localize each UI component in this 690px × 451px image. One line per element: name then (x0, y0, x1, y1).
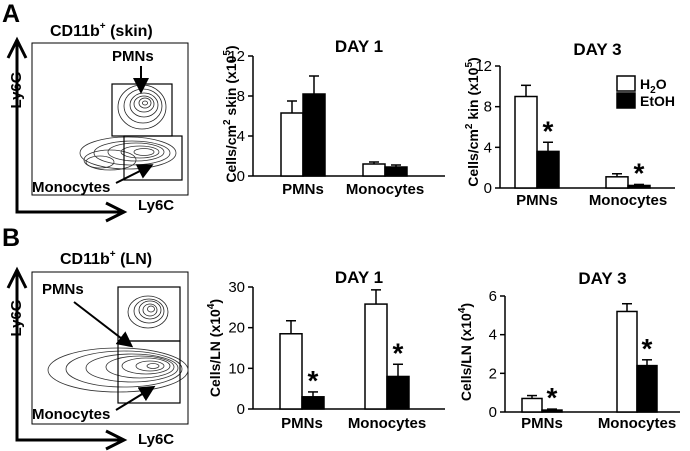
gate-monocytes-a (123, 135, 183, 181)
y-tick-label: 4 (484, 139, 492, 156)
flow-axis-arrow-y-a (6, 36, 28, 59)
gate-label-pmns-a: PMNs (112, 48, 154, 65)
contours-monocytes-a (79, 136, 177, 171)
y-tick-label: 0 (484, 180, 492, 197)
category-label-monocytes: Monocytes (589, 192, 667, 209)
category-label-pmns: PMNs (521, 415, 563, 432)
arrow-pmns-b (73, 301, 134, 348)
flow-axes-b (15, 272, 122, 442)
bar-monocytes-etoh (386, 375, 410, 410)
flow-x-axis-label-b: Ly6C (138, 431, 174, 448)
gate-pmns-b (117, 286, 181, 342)
y-tick-label: 8 (237, 88, 245, 105)
y-tick-label: 0 (489, 404, 497, 421)
significance-star: * (393, 337, 404, 368)
flow-frame-a (31, 42, 189, 196)
y-tick-label: 12 (228, 48, 245, 65)
chart-title: DAY 3 (578, 269, 626, 288)
significance-star: * (642, 333, 653, 364)
flow-title-a: CD11b+ (skin) (50, 21, 153, 40)
flow-title-b: CD11b+ (LN) (60, 249, 152, 268)
bar-pmns-h2o (279, 333, 303, 410)
y-tick-label: 2 (489, 365, 497, 382)
category-label-pmns: PMNs (281, 415, 323, 432)
legend-label-etoh: EtOH (640, 93, 675, 109)
arrow-monocytes-b (115, 385, 156, 411)
significance-star: * (543, 115, 554, 146)
flow-plot-a: PMNs Monocytes (31, 42, 189, 196)
bar-monocytes-h2o (605, 176, 629, 189)
y-tick-label: 4 (489, 327, 497, 344)
gate-pmns-a (111, 83, 173, 137)
flow-y-axis-label-b: Ly6G (8, 300, 25, 337)
legend-label-h2o: H2O (640, 76, 667, 96)
bar-monocytes-etoh (384, 166, 408, 177)
chart-title: DAY 1 (335, 268, 383, 287)
gate-label-pmns-b: PMNs (42, 281, 84, 298)
legend-swatch-h2o (616, 75, 636, 92)
significance-star: * (634, 157, 645, 188)
category-label-monocytes: Monocytes (598, 415, 676, 432)
flow-axis-arrow-x-b (105, 429, 128, 451)
contours-pmns-a (117, 84, 167, 130)
y-tick-label: 12 (475, 58, 492, 75)
y-tick-label: 8 (484, 99, 492, 116)
bar-pmns-etoh (301, 396, 325, 410)
arrow-monocytes-a (115, 164, 154, 184)
y-axis-label: Cells/cm2 kin (x105) (464, 57, 481, 186)
significance-star: * (308, 365, 319, 396)
y-tick-label: 30 (228, 279, 245, 296)
flow-y-axis-label-a: Ly6G (8, 72, 25, 109)
chart-title: DAY 1 (335, 37, 383, 56)
bar-chart-b-day1: DAY 1 0 10 20 30 Cells/LN (x104) * PMNs * Monocyt… (206, 268, 445, 432)
bar-monocytes-etoh (636, 364, 658, 413)
y-tick-label: 4 (237, 128, 245, 145)
flow-axis-arrow-x-a (105, 201, 128, 223)
flow-axis-arrow-y-b (6, 266, 28, 289)
bar-pmns-etoh (541, 409, 563, 413)
y-tick-label: 6 (489, 288, 497, 305)
bar-pmns-h2o (280, 112, 304, 177)
gate-label-monocytes-b: Monocytes (32, 406, 110, 423)
bar-chart-b-day3: DAY 3 0 2 4 6 Cells/LN (x104) * PMNs * Monocytes (457, 269, 680, 432)
y-tick-label: 0 (237, 401, 245, 418)
category-label-pmns: PMNs (282, 181, 324, 198)
category-label-monocytes: Monocytes (346, 181, 424, 198)
panel-letter-b: B (2, 224, 20, 252)
flow-plot-b: PMNs Monocytes (31, 271, 189, 425)
y-tick-label: 10 (228, 360, 245, 377)
significance-star: * (547, 382, 558, 413)
bar-pmns-h2o (521, 397, 543, 413)
gate-label-monocytes-a: Monocytes (32, 179, 110, 196)
y-axis-label: Cells/LN (x104) (206, 299, 223, 397)
flow-frame-b (31, 271, 189, 425)
legend-swatch-etoh (616, 92, 636, 109)
y-axis-label: Cells/LN (x104) (457, 303, 474, 401)
bar-monocytes-h2o (616, 310, 638, 413)
bar-pmns-h2o (514, 95, 538, 189)
legend: H2O EtOH (616, 75, 675, 109)
category-label-pmns: PMNs (516, 192, 558, 209)
bar-pmns-etoh (536, 150, 560, 189)
y-tick-label: 0 (237, 168, 245, 185)
bar-monocytes-h2o (362, 163, 386, 177)
contours-pmns-b (127, 295, 169, 329)
chart-title: DAY 3 (573, 40, 621, 59)
bar-monocytes-etoh (627, 184, 651, 189)
panel-letter-a: A (2, 0, 20, 28)
flow-axes-a (15, 42, 122, 214)
gate-monocytes-b (117, 340, 181, 404)
bar-pmns-etoh (302, 93, 326, 177)
bar-monocytes-h2o (364, 303, 388, 410)
flow-x-axis-label-a: Ly6C (138, 197, 174, 214)
y-axis-label: Cells/cm2 skin (x105) (222, 45, 239, 182)
y-tick-label: 20 (228, 320, 245, 337)
category-label-monocytes: Monocytes (348, 415, 426, 432)
